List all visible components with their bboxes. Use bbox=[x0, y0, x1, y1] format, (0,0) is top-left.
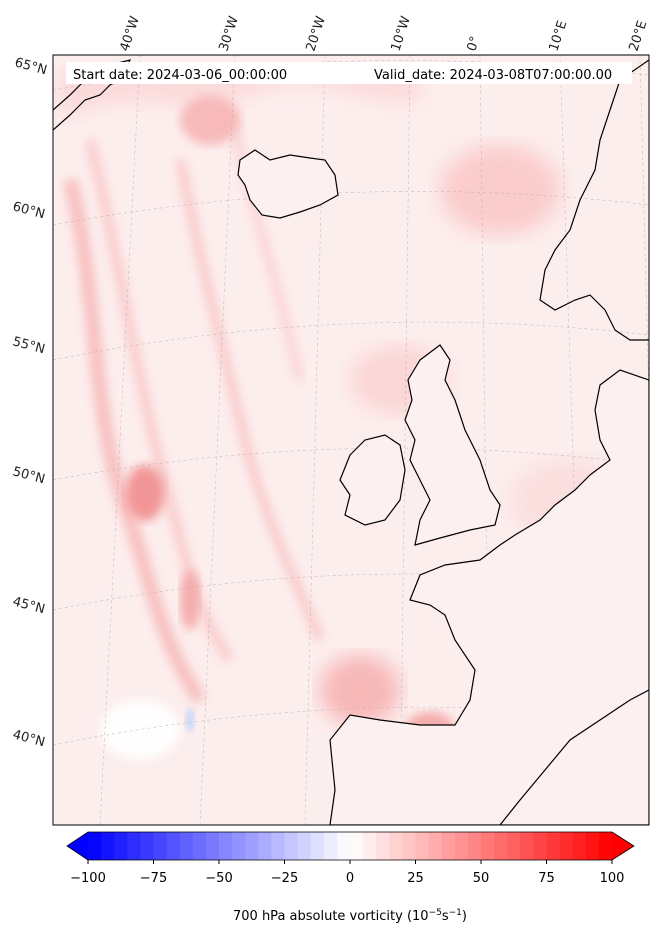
lat-label-60n: 60°N bbox=[11, 199, 47, 222]
lat-label-45n: 45°N bbox=[11, 594, 47, 617]
colorbar-bin bbox=[572, 832, 587, 860]
colorbar-bins bbox=[88, 832, 613, 860]
colorbar-tick-label: −25 bbox=[271, 871, 298, 886]
valid-date-text: Valid_date: 2024-03-08T07:00:00.00 bbox=[374, 68, 612, 83]
colorbar-tick-label: −50 bbox=[205, 871, 232, 886]
colorbar-bin bbox=[507, 832, 521, 860]
colorbar-bin bbox=[179, 832, 194, 860]
colorbar-tick-label: 25 bbox=[407, 871, 424, 886]
colorbar-bin bbox=[127, 832, 141, 860]
lon-label-20e: 20°E bbox=[627, 19, 651, 53]
latitude-labels: 65°N 60°N 55°N 50°N 45°N 40°N bbox=[11, 55, 49, 750]
colorbar-bin bbox=[205, 832, 220, 860]
colorbar-bin bbox=[297, 832, 312, 860]
colorbar-bin bbox=[585, 832, 600, 860]
start-date-text: Start date: 2024-03-06_00:00:00 bbox=[73, 68, 287, 83]
colorbar-bin bbox=[559, 832, 574, 860]
colorbar-bin bbox=[441, 832, 456, 860]
lat-label-50n: 50°N bbox=[11, 464, 47, 487]
colorbar-bin bbox=[376, 832, 390, 860]
colorbar-bin bbox=[428, 832, 443, 860]
colorbar-bin bbox=[140, 832, 154, 860]
colorbar-tick-label: 100 bbox=[600, 871, 625, 886]
colorbar-bin bbox=[166, 832, 181, 860]
colorbar-tick-label: 75 bbox=[538, 871, 555, 886]
colorbar-bin bbox=[389, 832, 403, 860]
colorbar-bin bbox=[271, 832, 285, 860]
colorbar-bin bbox=[481, 832, 495, 860]
colorbar-tick-label: 0 bbox=[346, 871, 354, 886]
colorbar-tick-label: 50 bbox=[473, 871, 490, 886]
great-britain-coast bbox=[404, 344, 501, 546]
colorbar-bin bbox=[245, 832, 259, 860]
colorbar-tick-label: −100 bbox=[70, 871, 106, 886]
colorbar-bin bbox=[454, 832, 469, 860]
colorbar-bin bbox=[336, 832, 351, 860]
map-frame bbox=[52, 54, 650, 826]
lon-label-10e: 10°E bbox=[547, 19, 571, 53]
longitude-labels: 40°W 30°W 20°W 10°W 0° 10°E 20°E bbox=[118, 14, 651, 53]
scandinavia-coast bbox=[539, 59, 649, 341]
colorbar-bin bbox=[467, 832, 482, 860]
colorbar-bin bbox=[232, 832, 246, 860]
colorbar-bin bbox=[101, 832, 115, 860]
colorbar-bin bbox=[402, 832, 416, 860]
header-box bbox=[66, 62, 632, 84]
colorbar-bin bbox=[114, 832, 128, 860]
colorbar-bin bbox=[415, 832, 430, 860]
north-africa-coast bbox=[499, 689, 649, 825]
colorbar-tick-label: −75 bbox=[140, 871, 167, 886]
colorbar-low-extend bbox=[67, 832, 88, 860]
colorbar-bin bbox=[598, 832, 613, 860]
lon-label-20w: 20°W bbox=[304, 14, 329, 53]
lat-label-65n: 65°N bbox=[13, 55, 49, 78]
colorbar-bin bbox=[153, 832, 168, 860]
colorbar-bin bbox=[284, 832, 299, 860]
colorbar-bin bbox=[546, 832, 561, 860]
ireland-coast bbox=[339, 434, 406, 526]
iceland-coast bbox=[237, 149, 339, 219]
lon-label-40w: 40°W bbox=[118, 14, 143, 53]
europe-coast bbox=[329, 369, 649, 825]
vorticity-maximum-atlantic bbox=[125, 465, 165, 521]
colorbar-bin bbox=[363, 832, 377, 860]
colorbar-high-extend bbox=[612, 832, 634, 860]
map-panel: Start date: 2024-03-06_00:00:00 Valid_da… bbox=[53, 55, 649, 825]
lon-label-0: 0° bbox=[465, 35, 484, 54]
colorbar-bin bbox=[323, 832, 338, 860]
colorbar-bin bbox=[520, 832, 534, 860]
colorbar-bin bbox=[533, 832, 547, 860]
colorbar-bin bbox=[88, 832, 102, 860]
colorbar: −100 −75 −50 −25 0 25 50 75 100 700 hPa absolute… bbox=[66, 831, 635, 924]
colorbar-bin bbox=[219, 832, 233, 860]
colorbar-bin bbox=[192, 832, 207, 860]
lon-label-10w: 10°W bbox=[389, 14, 414, 53]
colorbar-label: 700 hPa absolute vorticity (10−5s−1) bbox=[233, 908, 467, 924]
colorbar-ticks: −100 −75 −50 −25 0 25 50 75 100 bbox=[70, 860, 624, 886]
lat-label-55n: 55°N bbox=[11, 334, 47, 357]
colorbar-bin bbox=[350, 832, 364, 860]
lon-label-30w: 30°W bbox=[217, 14, 242, 53]
colorbar-bin bbox=[494, 832, 508, 860]
lat-label-40n: 40°N bbox=[11, 727, 47, 750]
colorbar-bin bbox=[310, 832, 325, 860]
coastlines bbox=[53, 59, 649, 825]
colorbar-bin bbox=[258, 832, 272, 860]
